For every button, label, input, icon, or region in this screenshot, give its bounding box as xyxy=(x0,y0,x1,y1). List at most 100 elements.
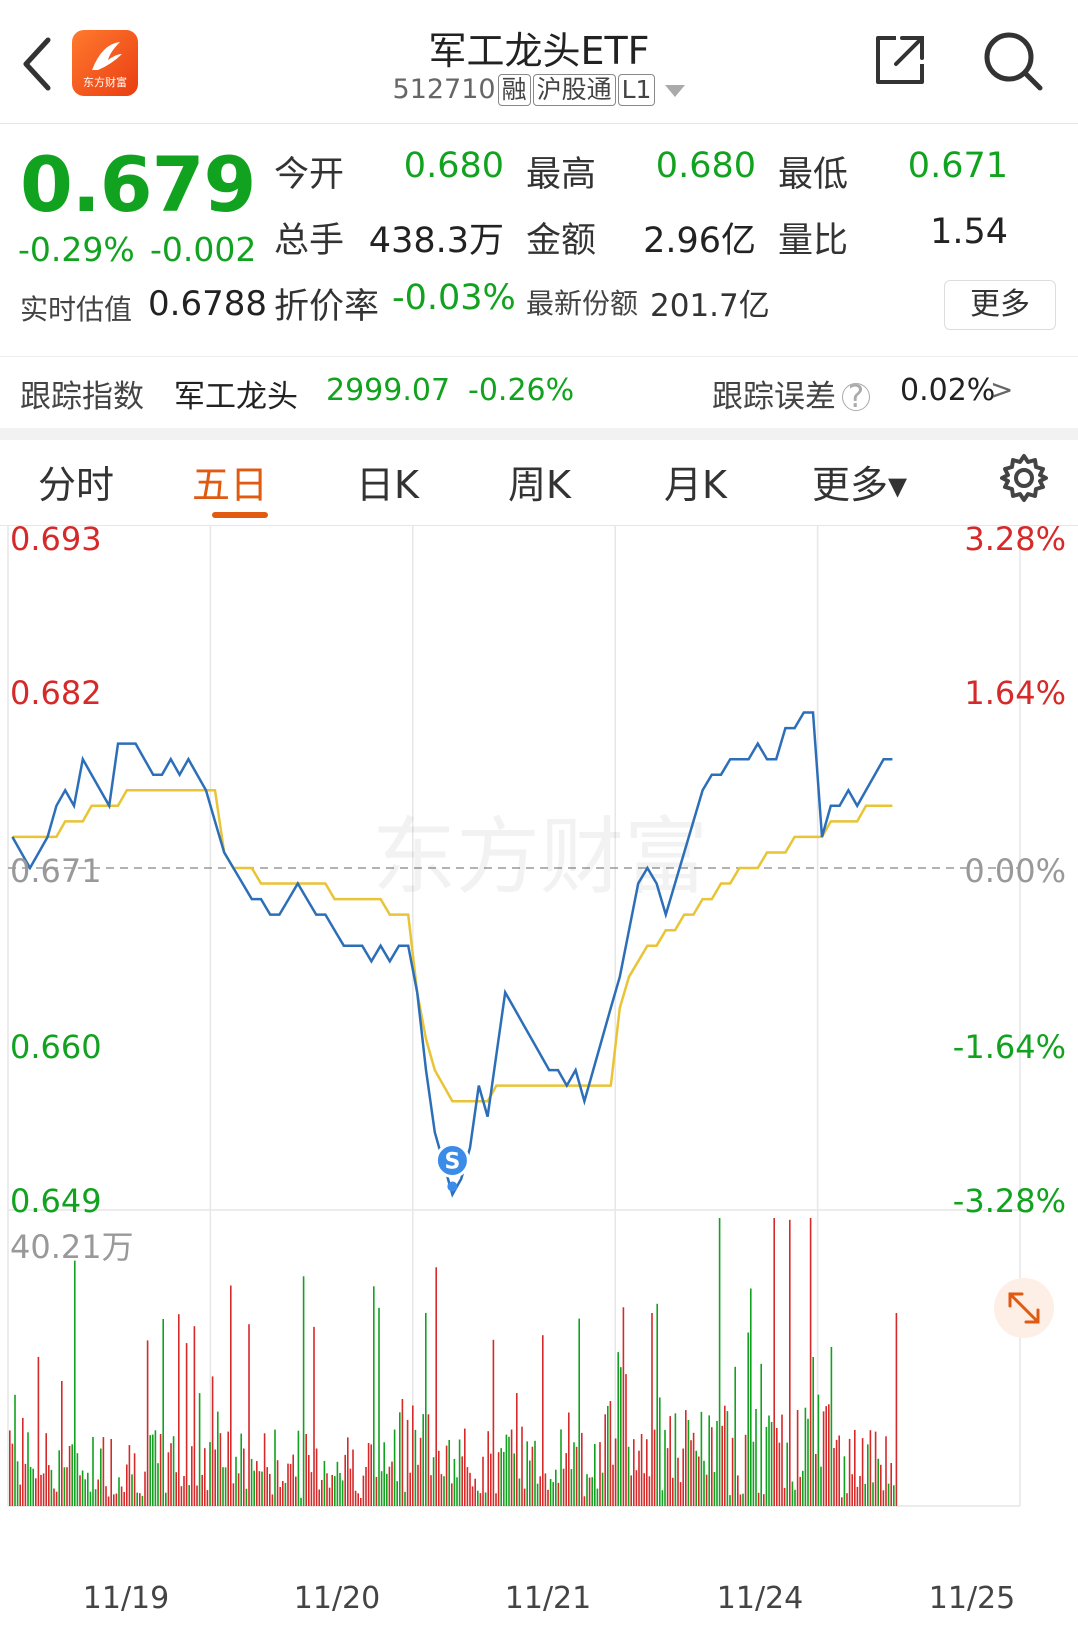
day-label-2: 11/21 xyxy=(505,1581,591,1616)
tag-level: L1 xyxy=(617,74,656,106)
volume-bar xyxy=(547,1489,549,1506)
volume-bar xyxy=(425,1312,427,1506)
volume-bar xyxy=(825,1406,827,1506)
volume-bar xyxy=(180,1486,183,1506)
volume-bar xyxy=(895,1313,898,1506)
volume-bar xyxy=(880,1464,882,1506)
volume-bar xyxy=(630,1475,632,1506)
back-arrow-icon[interactable] xyxy=(18,34,58,94)
volume-bar xyxy=(165,1492,167,1506)
settings-gear-icon[interactable] xyxy=(998,452,1050,504)
volume-bar xyxy=(276,1460,279,1506)
volume-bar xyxy=(313,1326,315,1506)
volume-bar xyxy=(856,1486,859,1506)
volume-bar xyxy=(890,1463,892,1506)
tab-five-day[interactable]: 五日 xyxy=(192,463,269,507)
volume-bar xyxy=(617,1352,619,1506)
volume-bar xyxy=(146,1340,149,1506)
volume-bar xyxy=(778,1442,781,1506)
share-icon[interactable] xyxy=(870,30,930,90)
volume-bar xyxy=(128,1445,131,1506)
volume-bar xyxy=(651,1313,653,1506)
tab-more[interactable]: 更多▾ xyxy=(812,463,908,507)
chevron-right-icon[interactable]: > xyxy=(990,373,1014,406)
volume-bar xyxy=(383,1442,385,1506)
signal-marker-badge[interactable] xyxy=(434,1142,470,1178)
five-day-chart[interactable]: 东方财富 S 0.693 0.682 0.671 0.660 0.649 3.2… xyxy=(0,526,1078,1641)
volume-bar xyxy=(74,1260,76,1506)
volume-bar xyxy=(516,1393,518,1506)
volume-bar xyxy=(448,1440,450,1506)
volume-bar xyxy=(817,1394,820,1506)
volume-bar xyxy=(19,1484,21,1506)
volume-bar xyxy=(716,1421,718,1506)
volume-bar xyxy=(661,1490,664,1506)
volume-bar xyxy=(521,1426,523,1506)
volume-bar xyxy=(877,1458,879,1506)
volume-bar xyxy=(89,1491,92,1506)
volume-bar xyxy=(744,1434,747,1506)
volume-bar xyxy=(487,1431,489,1506)
logo-bird-icon xyxy=(92,42,122,70)
volume-bar xyxy=(518,1478,521,1506)
volume-bar xyxy=(456,1477,458,1506)
volume-bar xyxy=(802,1470,804,1506)
volume-bar xyxy=(484,1492,487,1506)
volume-bar xyxy=(310,1472,313,1506)
tracking-index-row[interactable]: 跟踪指数 军工龙头 2999.07 -0.26% 跟踪误差? 0.02% > xyxy=(0,356,1078,428)
volume-bar xyxy=(243,1448,245,1506)
volume-bar xyxy=(627,1446,630,1506)
volume-bar xyxy=(284,1482,287,1506)
price-line xyxy=(11,711,893,1198)
volume-bar xyxy=(133,1453,136,1506)
volume-bar xyxy=(50,1469,53,1506)
tab-monthly-k[interactable]: 月K xyxy=(664,463,727,507)
volume-bar xyxy=(365,1467,367,1506)
signal-marker-label: S xyxy=(444,1149,460,1174)
help-icon[interactable]: ? xyxy=(842,381,870,412)
shares-value: 201.7亿 xyxy=(650,288,770,324)
fullscreen-button[interactable] xyxy=(994,1278,1054,1338)
volume-bar xyxy=(84,1479,86,1506)
volume-bar xyxy=(349,1468,352,1506)
volume-bar xyxy=(157,1463,159,1506)
volume-bar xyxy=(256,1461,258,1506)
volume-bar xyxy=(191,1446,193,1506)
volume-bar xyxy=(471,1486,474,1506)
more-quote-button[interactable]: 更多 xyxy=(944,280,1056,330)
tag-connect: 沪股通 xyxy=(532,74,616,106)
tab-weekly-k[interactable]: 周K xyxy=(508,463,571,507)
volume-bar xyxy=(282,1481,284,1506)
volume-bar xyxy=(326,1473,328,1506)
volume-bar xyxy=(201,1474,203,1506)
volume-bar xyxy=(809,1218,812,1506)
volume-bar xyxy=(854,1429,856,1506)
tab-intraday[interactable]: 分时 xyxy=(38,463,115,507)
last-price: 0.679 xyxy=(20,140,256,229)
open-value: 0.680 xyxy=(403,146,504,186)
volume-bar xyxy=(118,1477,120,1506)
tab-daily-k[interactable]: 日K xyxy=(356,463,419,507)
volume-bar xyxy=(154,1430,157,1506)
search-icon[interactable] xyxy=(980,28,1046,94)
volume-bar xyxy=(414,1429,417,1506)
signal-marker[interactable]: S xyxy=(434,1142,470,1192)
expand-down-icon[interactable] xyxy=(665,84,686,97)
axis-labels: 0.693 0.682 0.671 0.660 0.649 3.28% 1.64… xyxy=(10,526,1066,1616)
volume-bar xyxy=(841,1497,843,1506)
estimate-value: 0.6788 xyxy=(148,284,267,324)
volume-bar xyxy=(341,1480,344,1506)
volume-bar xyxy=(510,1429,513,1506)
volume-bar xyxy=(770,1422,773,1506)
volume-bar xyxy=(687,1420,690,1506)
volume-bar xyxy=(66,1467,68,1506)
volume-bar xyxy=(786,1442,788,1506)
tracking-error-label: 跟踪误差? xyxy=(712,371,870,416)
volume-bar xyxy=(713,1472,716,1506)
volume-bar xyxy=(583,1496,586,1506)
volume-bar xyxy=(27,1432,29,1506)
volume-bar xyxy=(469,1472,471,1506)
shares-label: 最新份额 xyxy=(526,287,639,320)
volume-bar xyxy=(68,1446,71,1506)
volume-bar xyxy=(674,1413,677,1506)
